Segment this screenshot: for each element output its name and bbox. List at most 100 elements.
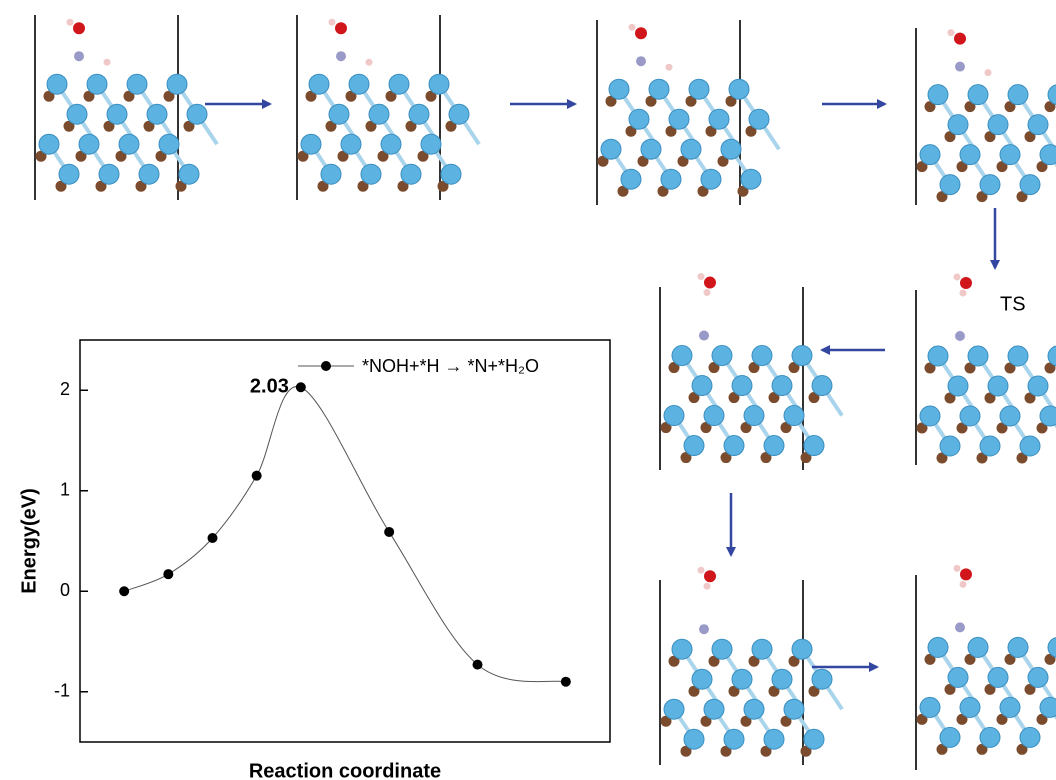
blue-atom [409,104,429,124]
slab-structure [916,565,1056,770]
h-atom [67,19,74,26]
blue-atom [99,164,119,184]
blue-atom [449,104,469,124]
n-atom [955,62,965,72]
h-atom [948,29,955,36]
blue-atom [127,74,147,94]
blue-atom [187,104,207,124]
blue-atom [744,699,764,719]
blue-atom [1028,115,1048,135]
h-atom [104,59,111,66]
h-atom [329,19,336,26]
blue-atom [1040,145,1056,165]
blue-atom [684,436,704,456]
blue-atom [1000,145,1020,165]
blue-atom [968,346,988,366]
slab-structure [660,273,842,470]
blue-atom [441,164,461,184]
y-tick-label: 2 [60,379,70,399]
blue-atom [772,376,792,396]
blue-atom [692,669,712,689]
blue-atom [940,436,960,456]
o-atom [960,277,972,289]
blue-atom [681,139,701,159]
figure: TS Energy(eV) Reaction coordinate -10122… [0,0,1056,780]
blue-atom [712,346,732,366]
blue-atom [1020,436,1040,456]
blue-atom [784,699,804,719]
blue-atom [988,376,1008,396]
slab-structure [916,28,1056,205]
o-atom [960,568,972,580]
blue-atom [329,104,349,124]
n-atom [955,331,965,341]
y-tick-label: 0 [60,580,70,600]
slab-structure [297,15,479,200]
blue-atom [609,79,629,99]
blue-atom [920,406,940,426]
slab-structure [916,274,1056,466]
slab-structure [597,20,779,205]
blue-atom [641,139,661,159]
blue-atom [1000,697,1020,717]
blue-atom [792,639,812,659]
blue-atom [119,134,139,154]
h-atom [666,64,673,71]
blue-atom [1040,697,1056,717]
o-atom [335,22,347,34]
blue-atom [79,134,99,154]
blue-atom [107,104,127,124]
blue-atom [812,669,832,689]
blue-atom [948,115,968,135]
blue-atom [784,406,804,426]
blue-atom [381,134,401,154]
blue-atom [968,637,988,657]
blue-atom [792,346,812,366]
blue-atom [764,729,784,749]
blue-atom [664,406,684,426]
blue-atom [948,376,968,396]
h-atom [960,581,967,588]
blue-atom [920,145,940,165]
blue-atom [724,436,744,456]
blue-atom [749,109,769,129]
y-tick-label: -1 [54,681,70,701]
blue-atom [67,104,87,124]
blue-atom [39,134,59,154]
data-label: 2.03 [250,376,289,398]
blue-atom [341,134,361,154]
blue-atom [940,727,960,747]
o-atom [73,22,85,34]
blue-atom [179,164,199,184]
data-point [252,471,262,481]
n-atom [336,51,346,61]
blue-atom [960,697,980,717]
structures [35,15,1056,770]
y-tick-label: 1 [60,480,70,500]
blue-atom [940,175,960,195]
blue-atom [1020,175,1040,195]
blue-atom [752,346,772,366]
blue-atom [47,74,67,94]
h-atom [704,289,711,296]
blue-atom [649,79,669,99]
blue-atom [701,169,721,189]
data-point [163,569,173,579]
blue-atom [139,164,159,184]
blue-atom [689,79,709,99]
blue-atom [804,436,824,456]
blue-atom [1000,406,1020,426]
blue-atom [684,729,704,749]
blue-atom [729,79,749,99]
blue-atom [960,406,980,426]
blue-atom [712,639,732,659]
blue-atom [301,134,321,154]
blue-atom [1020,727,1040,747]
blue-atom [629,109,649,129]
legend-label: *NOH+*H → *N+*H₂O [362,356,539,376]
blue-atom [672,346,692,366]
blue-atom [928,346,948,366]
blue-atom [167,74,187,94]
blue-atom [709,109,729,129]
h-atom [629,24,636,31]
